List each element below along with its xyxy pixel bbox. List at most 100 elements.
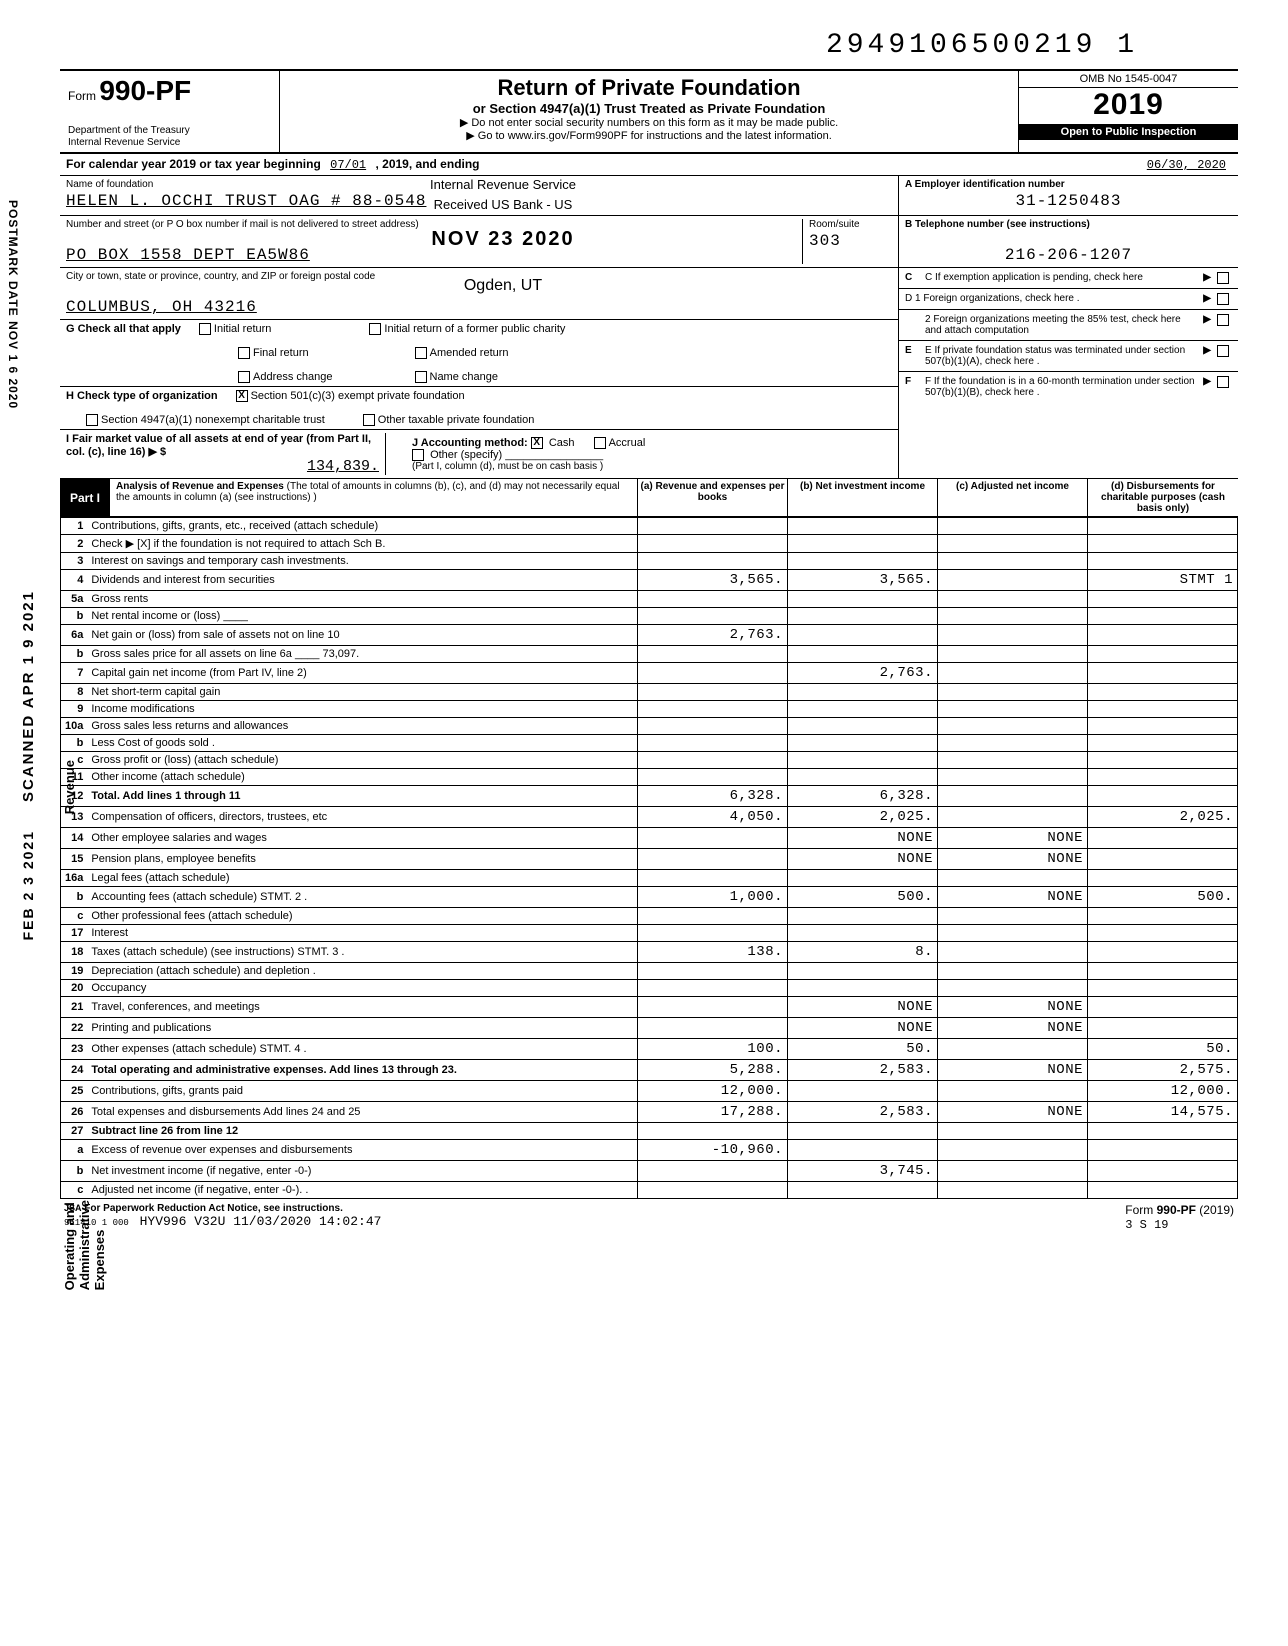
row-col-b bbox=[788, 1123, 938, 1140]
row-col-c bbox=[938, 535, 1088, 553]
row-col-d bbox=[1088, 1123, 1238, 1140]
row-col-c bbox=[938, 718, 1088, 735]
phone-label: B Telephone number (see instructions) bbox=[905, 219, 1232, 230]
row-col-b bbox=[788, 769, 938, 786]
checkbox-d2[interactable] bbox=[1217, 314, 1229, 326]
revenue-side-label: Revenue bbox=[62, 760, 77, 814]
row-col-a: 100. bbox=[638, 1039, 788, 1060]
foundation-info-block: Name of foundation HELEN L. OCCHI TRUST … bbox=[60, 176, 1238, 479]
row-col-d bbox=[1088, 646, 1238, 663]
row-col-c: NONE bbox=[938, 1102, 1088, 1123]
checkbox-address-change[interactable] bbox=[238, 371, 250, 383]
row-num: 8 bbox=[61, 684, 88, 701]
row-col-d: STMT 1 bbox=[1088, 570, 1238, 591]
checkbox-f[interactable] bbox=[1217, 376, 1229, 388]
checkbox-e[interactable] bbox=[1217, 345, 1229, 357]
g-label: G Check all that apply bbox=[66, 323, 181, 335]
foundation-name: HELEN L. OCCHI TRUST OAG # 88-0548 bbox=[66, 190, 892, 210]
ein-label: A Employer identification number bbox=[905, 179, 1232, 190]
row-label: Accounting fees (attach schedule) STMT. … bbox=[87, 887, 637, 908]
row-col-a: 1,000. bbox=[638, 887, 788, 908]
row-col-a bbox=[638, 1161, 788, 1182]
row-col-c: NONE bbox=[938, 887, 1088, 908]
f-label: F If the foundation is in a 60-month ter… bbox=[925, 376, 1197, 398]
row-label: Contributions, gifts, grants, etc., rece… bbox=[87, 518, 637, 535]
part-1-title: Analysis of Revenue and Expenses bbox=[116, 481, 284, 492]
row-col-c bbox=[938, 663, 1088, 684]
row-col-d bbox=[1088, 535, 1238, 553]
row-col-a bbox=[638, 908, 788, 925]
table-row: 22Printing and publicationsNONENONE bbox=[61, 1018, 1238, 1039]
e-label: E If private foundation status was termi… bbox=[925, 345, 1197, 367]
row-col-d bbox=[1088, 786, 1238, 807]
form-subtitle: or Section 4947(a)(1) Trust Treated as P… bbox=[286, 101, 1012, 116]
col-c-header: (c) Adjusted net income bbox=[938, 479, 1088, 516]
row-col-b bbox=[788, 870, 938, 887]
section-g: G Check all that apply Initial return In… bbox=[60, 320, 898, 387]
part-1-table: 1Contributions, gifts, grants, etc., rec… bbox=[60, 517, 1238, 1199]
row-col-a bbox=[638, 769, 788, 786]
row-col-c bbox=[938, 769, 1088, 786]
table-row: bNet rental income or (loss) ____ bbox=[61, 608, 1238, 625]
row-col-b bbox=[788, 684, 938, 701]
row-col-c bbox=[938, 1081, 1088, 1102]
row-col-a bbox=[638, 980, 788, 997]
checkbox-cash[interactable]: X bbox=[531, 437, 543, 449]
h-opt-2: Section 4947(a)(1) nonexempt charitable … bbox=[101, 414, 325, 426]
row-col-a bbox=[638, 849, 788, 870]
row-num: 9 bbox=[61, 701, 88, 718]
table-row: 18Taxes (attach schedule) (see instructi… bbox=[61, 942, 1238, 963]
checkbox-accrual[interactable] bbox=[594, 437, 606, 449]
g-opt-1: Final return bbox=[253, 347, 309, 359]
row-col-a: 4,050. bbox=[638, 807, 788, 828]
checkbox-final-return[interactable] bbox=[238, 347, 250, 359]
row-col-b bbox=[788, 980, 938, 997]
footer-stamp: HYV996 V32U 11/03/2020 14:02:47 bbox=[140, 1214, 382, 1229]
dept-treasury: Department of the Treasury bbox=[68, 125, 271, 137]
table-row: 8Net short-term capital gain bbox=[61, 684, 1238, 701]
table-row: 14Other employee salaries and wagesNONEN… bbox=[61, 828, 1238, 849]
checkbox-c[interactable] bbox=[1217, 272, 1229, 284]
row-label: Compensation of officers, directors, tru… bbox=[87, 807, 637, 828]
row-col-d bbox=[1088, 980, 1238, 997]
foundation-name-label: Name of foundation bbox=[66, 179, 892, 190]
row-col-a: 6,328. bbox=[638, 786, 788, 807]
row-col-d bbox=[1088, 684, 1238, 701]
row-col-c bbox=[938, 807, 1088, 828]
footer-pages: 3 S 19 bbox=[1125, 1218, 1168, 1232]
dept-irs e: Internal Revenue Service bbox=[68, 137, 271, 149]
cal-year-begin: 07/01 bbox=[324, 158, 372, 172]
section-i-j: I Fair market value of all assets at end… bbox=[60, 430, 898, 478]
checkbox-name-change[interactable] bbox=[415, 371, 427, 383]
ein-value: 31-1250483 bbox=[905, 190, 1232, 210]
row-label: Depreciation (attach schedule) and deple… bbox=[87, 963, 637, 980]
expenses-side-label: Operating and Administrative Expenses bbox=[62, 1200, 107, 1290]
row-col-d bbox=[1088, 752, 1238, 769]
footer-pra: For Paperwork Reduction Act Notice, see … bbox=[84, 1203, 343, 1214]
row-num: 17 bbox=[61, 925, 88, 942]
row-label: Contributions, gifts, grants paid bbox=[87, 1081, 637, 1102]
row-num: a bbox=[61, 1140, 88, 1161]
checkbox-other-taxable[interactable] bbox=[363, 414, 375, 426]
table-row: 24Total operating and administrative exp… bbox=[61, 1060, 1238, 1081]
row-col-a bbox=[638, 828, 788, 849]
row-col-c bbox=[938, 608, 1088, 625]
d1-label: D 1 Foreign organizations, check here . bbox=[905, 293, 1197, 304]
row-label: Capital gain net income (from Part IV, l… bbox=[87, 663, 637, 684]
checkbox-other-method[interactable] bbox=[412, 449, 424, 461]
row-col-d: 14,575. bbox=[1088, 1102, 1238, 1123]
checkbox-4947a1[interactable] bbox=[86, 414, 98, 426]
tax-year: 2019 bbox=[1093, 88, 1164, 121]
row-num: 10a bbox=[61, 718, 88, 735]
checkbox-amended[interactable] bbox=[415, 347, 427, 359]
checkbox-initial-former[interactable] bbox=[369, 323, 381, 335]
col-b-header: (b) Net investment income bbox=[788, 479, 938, 516]
row-col-d bbox=[1088, 828, 1238, 849]
row-col-d: 500. bbox=[1088, 887, 1238, 908]
table-row: 3Interest on savings and temporary cash … bbox=[61, 553, 1238, 570]
checkbox-d1[interactable] bbox=[1217, 293, 1229, 305]
open-public-label: Open to Public Inspection bbox=[1019, 124, 1238, 140]
checkbox-initial-return[interactable] bbox=[199, 323, 211, 335]
row-col-a bbox=[638, 535, 788, 553]
checkbox-501c3[interactable]: X bbox=[236, 390, 248, 402]
